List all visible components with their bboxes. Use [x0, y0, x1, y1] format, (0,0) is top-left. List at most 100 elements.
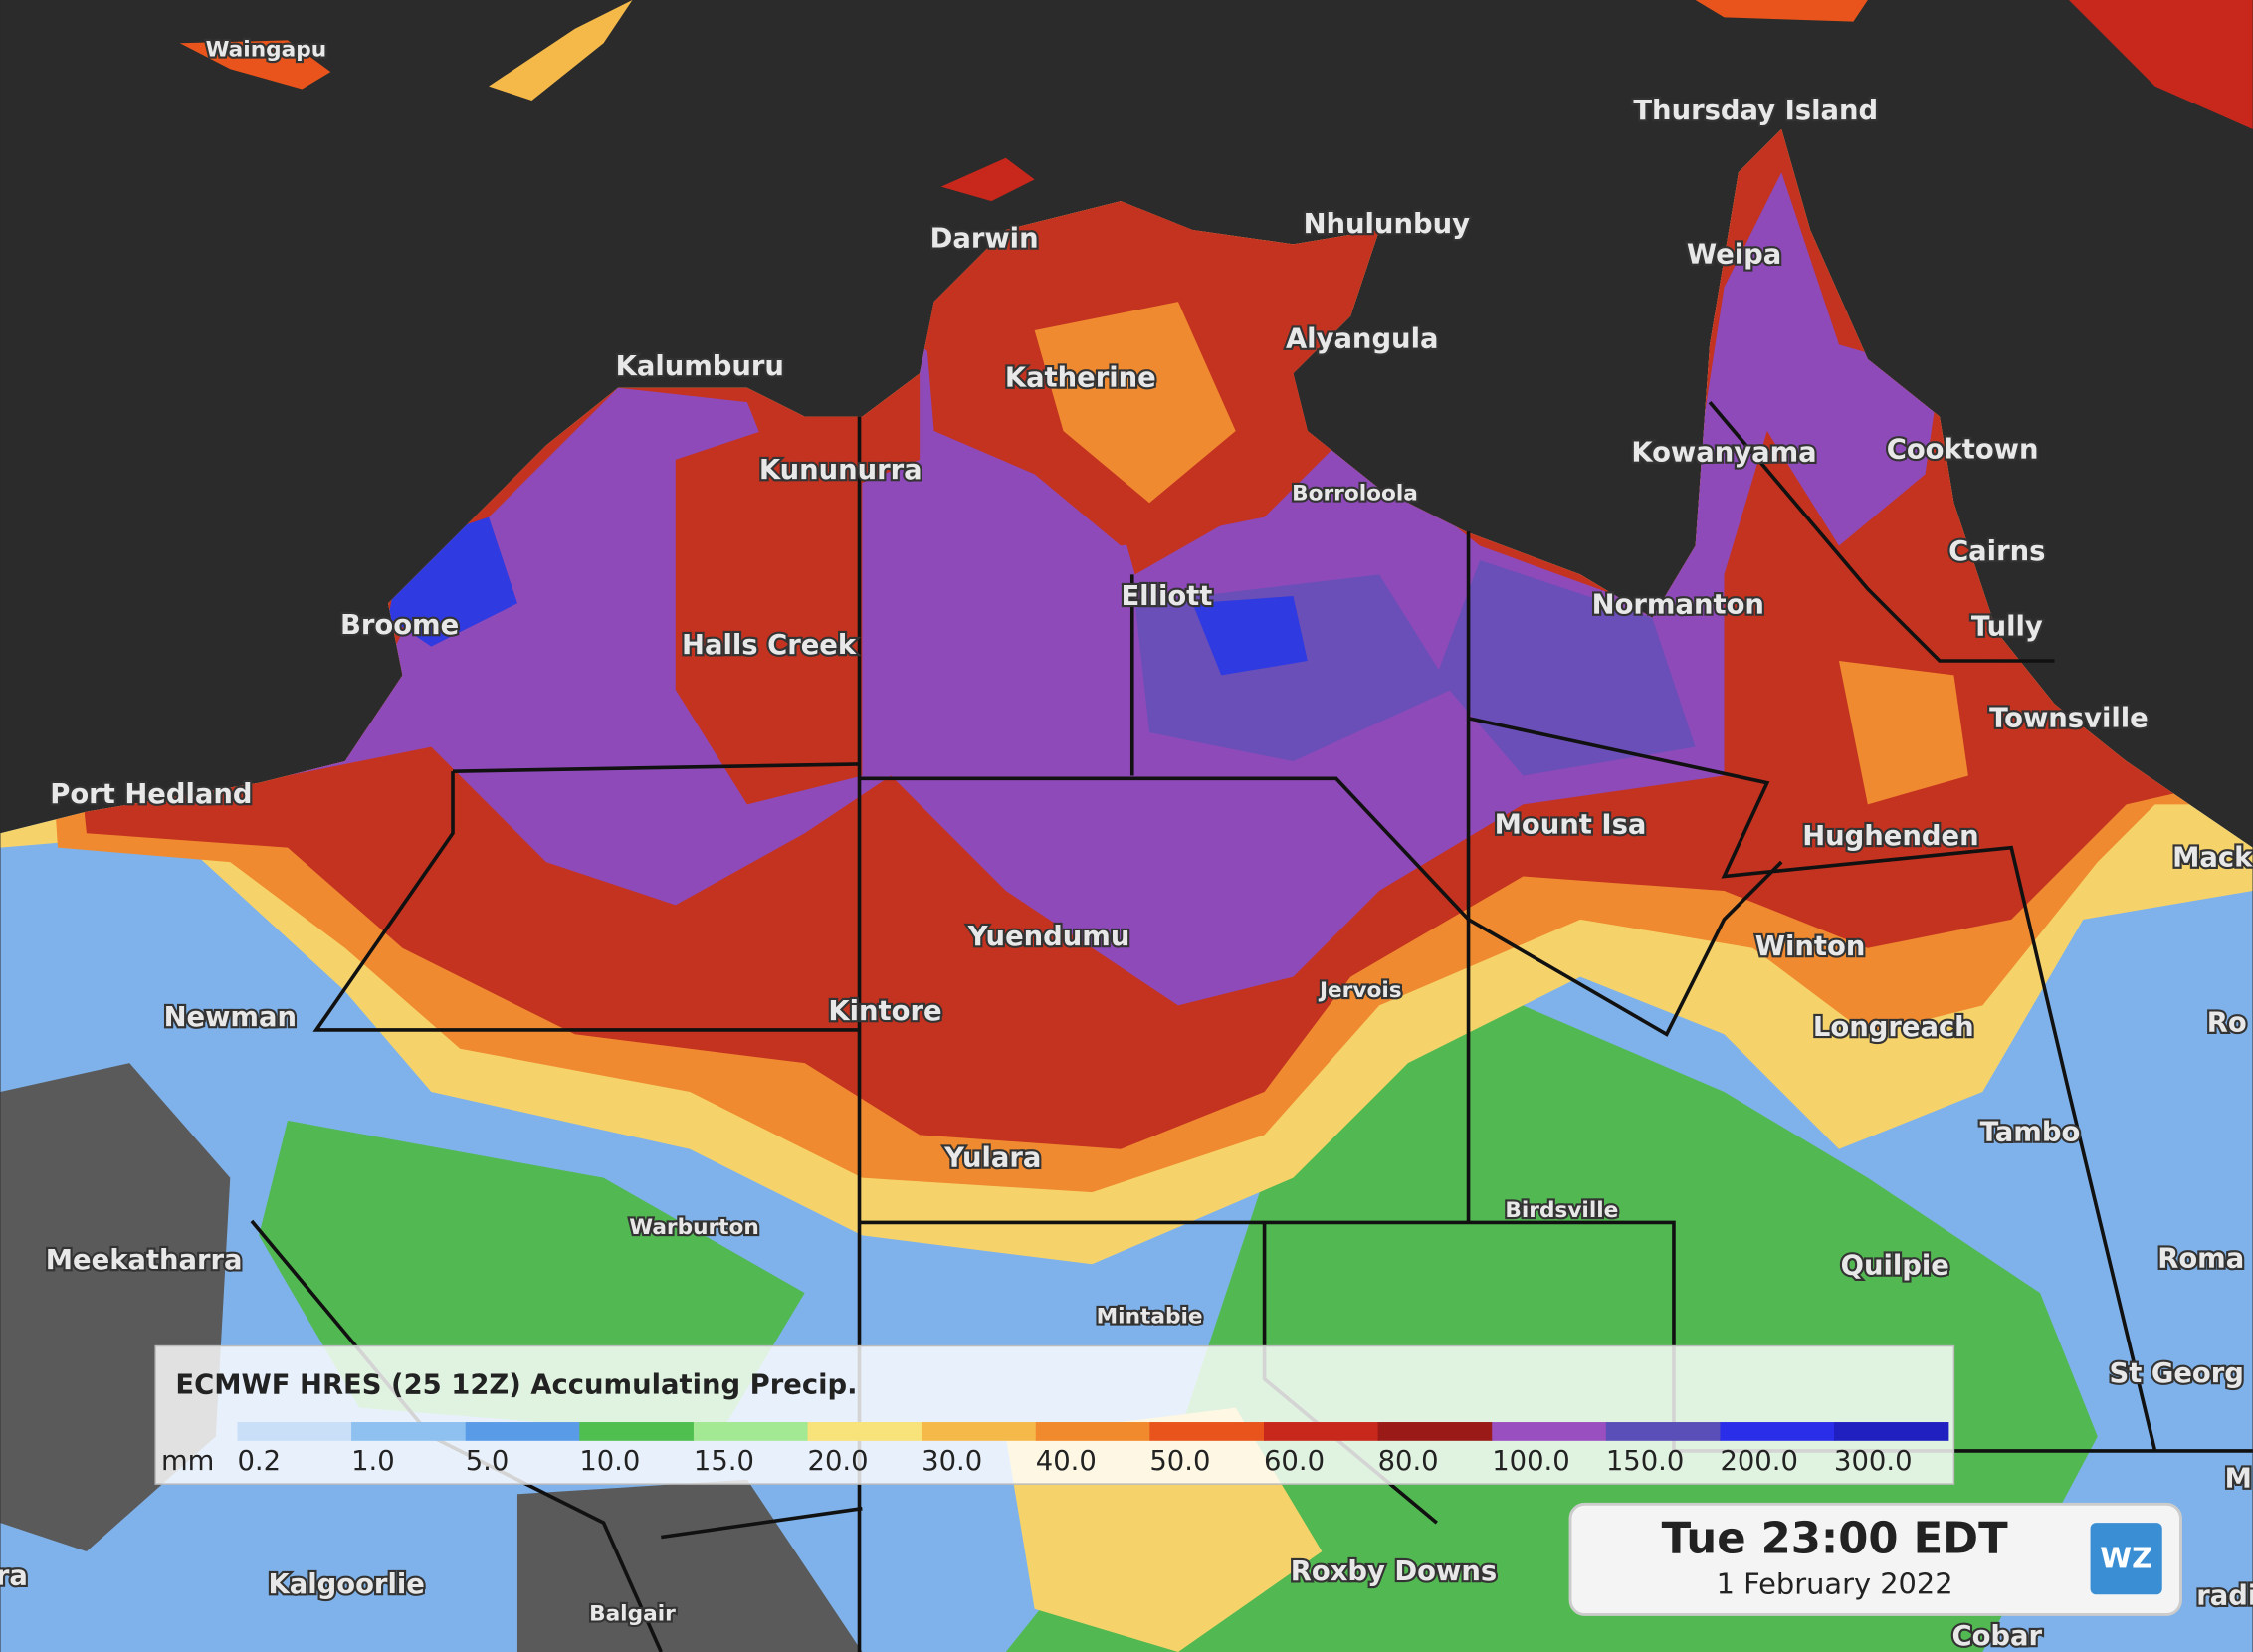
colorbar-segment [465, 1422, 581, 1441]
island [179, 40, 331, 90]
legend-tick-label: 5.0 [466, 1446, 510, 1477]
place-label: Meekatharra [46, 1245, 243, 1276]
colorbar-segment [693, 1422, 809, 1441]
rain-region [1838, 661, 1968, 805]
place-label: Nhulunbuy [1304, 209, 1471, 240]
border-line [312, 771, 860, 1032]
place-label: Newman [164, 1002, 297, 1033]
place-label: Roxby Downs [1291, 1556, 1497, 1587]
islands [179, 0, 2253, 202]
legend-tick-label: 50.0 [1149, 1446, 1210, 1477]
island [2068, 0, 2253, 129]
colorbar-segment [579, 1422, 695, 1441]
legend-unit: mm [161, 1446, 214, 1477]
place-label: Katherine [1005, 363, 1156, 394]
legend-tick-label: 30.0 [922, 1446, 982, 1477]
rain-region [1034, 302, 1236, 504]
place-label: Elliott [1121, 581, 1212, 612]
legend-tick-label: 0.2 [237, 1446, 281, 1477]
logo: WZ [2100, 1542, 2152, 1575]
place-label: Cobar [1951, 1621, 2042, 1652]
place-label: Longreach [1813, 1012, 1974, 1043]
border-line [452, 762, 860, 773]
place-label: Thursday Island [1633, 96, 1878, 126]
colorbar-segment [1720, 1422, 1835, 1441]
place-label: Tambo [1980, 1117, 2081, 1147]
legend-box [154, 1344, 1955, 1485]
place-label: Port Hedland [50, 779, 252, 810]
place-label: radi [2196, 1581, 2253, 1612]
colorbar-segment [351, 1422, 467, 1441]
place-label: Mintabie [1097, 1305, 1203, 1330]
colorbar-segment [922, 1422, 1037, 1441]
logo-box [2090, 1523, 2162, 1595]
place-label: Yuendumu [967, 922, 1130, 952]
place-label: Winton [1755, 931, 1866, 962]
place-label: Jervois [1318, 978, 1402, 1003]
place-label: Balgair [589, 1601, 676, 1626]
place-label: St Georg [2109, 1358, 2243, 1389]
island [489, 0, 633, 102]
legend-tick-label: 150.0 [1606, 1446, 1684, 1477]
timestamp-box [1568, 1502, 2182, 1616]
place-label: Waingapu [206, 38, 327, 63]
legend-tick-label: 1.0 [351, 1446, 395, 1477]
legend-tick-label: 200.0 [1720, 1446, 1797, 1477]
place-label: Birdsville [1505, 1198, 1618, 1223]
place-label: M [2225, 1463, 2252, 1494]
legend: ECMWF HRES (25 12Z) Accumulating Precip.… [154, 1344, 1955, 1485]
colorbar-segment [1605, 1422, 1722, 1441]
place-label: Mack [2172, 843, 2253, 874]
place-label: Kalgoorlie [269, 1569, 425, 1600]
place-label: Broome [340, 610, 459, 641]
rain-region [1192, 596, 1308, 676]
colorbar-segment [1834, 1422, 1949, 1441]
place-label: Alyangula [1286, 324, 1439, 355]
timestamp-time: Tue 23:00 EDT [1662, 1514, 2008, 1563]
place-label: Normanton [1592, 590, 1764, 621]
legend-tick-label: 20.0 [808, 1446, 869, 1477]
place-label: Weipa [1687, 239, 1781, 270]
colorbar-segment [1035, 1422, 1151, 1441]
place-label: Cooktown [1887, 435, 2039, 466]
timestamp-date: 1 February 2022 [1717, 1567, 1953, 1601]
place-label: Roma [2157, 1243, 2244, 1274]
colorbar-segment [807, 1422, 922, 1441]
place-label: Kununurra [759, 455, 922, 486]
place-label: Ro [2207, 1008, 2247, 1039]
place-label: Quilpie [1841, 1251, 1949, 1282]
places: Waingapu Thursday Island Darwin Nhulunbuy We… [0, 35, 2253, 1652]
legend-tick-label: 60.0 [1264, 1446, 1325, 1477]
rain-region [1436, 559, 1696, 776]
border-line [1467, 860, 1783, 1037]
place-label: Kowanyama [1631, 438, 1816, 469]
island [940, 157, 1035, 202]
colorbar-segment [237, 1422, 352, 1441]
legend-tick-label: 100.0 [1492, 1446, 1569, 1477]
place-label: Halls Creek [682, 630, 857, 661]
rain-region [675, 416, 863, 805]
colorbar-segment [1263, 1422, 1379, 1441]
colorbar-segment [1377, 1422, 1493, 1441]
place-label: Hughenden [1802, 821, 1978, 852]
place-label: ra [0, 1560, 28, 1591]
legend-tick-label: 40.0 [1036, 1446, 1097, 1477]
place-label: Mount Isa [1495, 810, 1647, 841]
place-label: Warburton [629, 1215, 759, 1240]
island [1695, 0, 1868, 22]
legend-tick-label: 15.0 [694, 1446, 754, 1477]
place-label: Tully [1971, 611, 2043, 642]
place-label: Borroloola [1292, 482, 1418, 507]
legend-tick-label: 10.0 [579, 1446, 640, 1477]
place-label: Darwin [930, 224, 1039, 255]
timestamp: Tue 23:00 EDT 1 February 2022 WZ [1568, 1502, 2182, 1616]
colorbar-segment [1492, 1422, 1607, 1441]
colorbar: 0.2 1.0 5.0 10.0 15.0 20.0 30.0 40.0 50.0 60.0 80.… [237, 1422, 1949, 1477]
place-label: Kintore [828, 996, 941, 1027]
place-label: Townsville [1989, 704, 2149, 734]
border-line [859, 1220, 2253, 1453]
place-label: Yulara [943, 1142, 1041, 1173]
